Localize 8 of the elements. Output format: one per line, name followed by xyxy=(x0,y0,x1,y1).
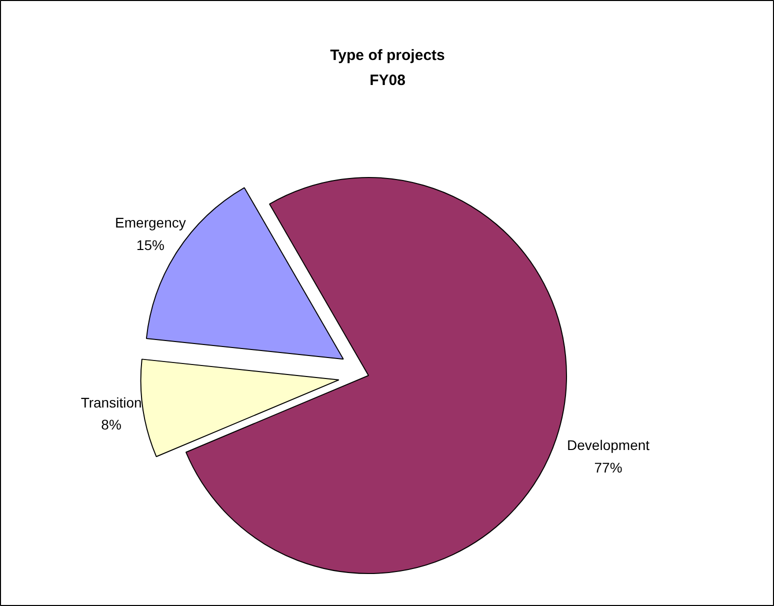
chart-subtitle: FY08 xyxy=(370,72,406,89)
chart-title: Type of projects xyxy=(330,47,445,64)
data-label: 77% xyxy=(594,459,622,476)
data-label: 8% xyxy=(101,416,122,433)
slice-label: Development xyxy=(567,436,650,453)
data-label: 15% xyxy=(136,237,164,254)
slice-label: Emergency xyxy=(115,214,186,231)
slice-label: Transition xyxy=(80,394,142,410)
